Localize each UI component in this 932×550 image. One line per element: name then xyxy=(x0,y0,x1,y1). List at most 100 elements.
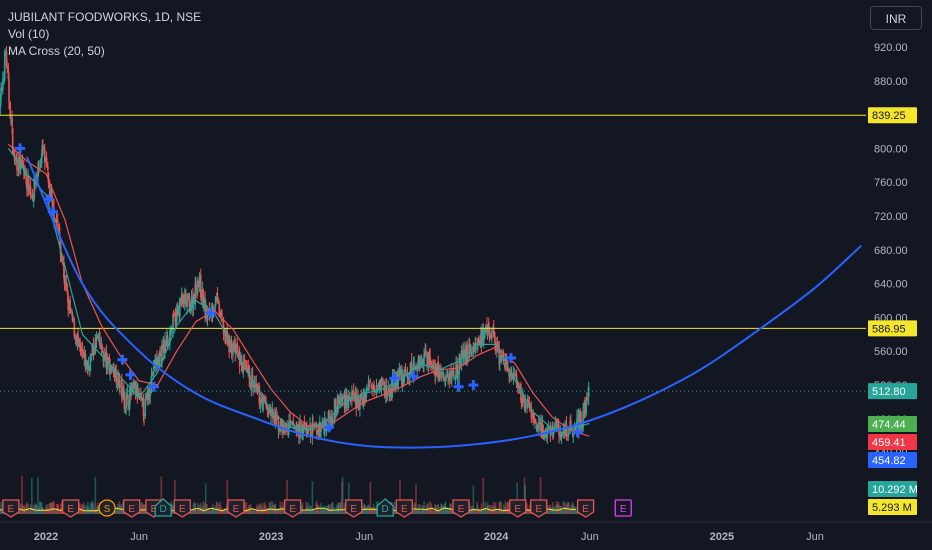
event-earnings-marker[interactable]: E xyxy=(227,499,245,518)
candle-body xyxy=(502,352,505,362)
event-upcoming-marker[interactable]: E xyxy=(614,499,632,517)
volume-bar xyxy=(330,504,332,514)
volume-bar xyxy=(445,508,448,514)
candle-body xyxy=(13,150,16,161)
volume-bar xyxy=(190,510,192,514)
candle-body xyxy=(564,425,567,435)
event-earnings-marker[interactable]: E xyxy=(62,499,80,518)
candle-body xyxy=(115,369,118,384)
candle-body xyxy=(440,372,443,375)
volume-bar xyxy=(91,501,94,514)
candle-body xyxy=(190,297,193,308)
volume-bar xyxy=(495,508,498,514)
volume-bar xyxy=(488,510,491,514)
candle-body xyxy=(444,382,446,384)
volume-bar xyxy=(367,505,369,514)
volume-bar xyxy=(557,501,560,514)
candle-body xyxy=(47,166,49,171)
event-earnings-marker[interactable]: E xyxy=(2,499,20,518)
volume-ma-value-label: 5.293 M xyxy=(868,499,917,515)
candle-body xyxy=(569,419,572,425)
event-earnings-marker[interactable]: E xyxy=(576,499,595,518)
volume-bar xyxy=(304,509,306,514)
event-earnings-marker[interactable]: E xyxy=(123,499,141,518)
symbol-title[interactable]: JUBILANT FOODWORKS, 1D, NSE xyxy=(8,10,202,24)
event-earnings-marker[interactable]: E xyxy=(530,499,548,518)
event-earnings-marker[interactable]: E xyxy=(284,499,302,518)
candle-body xyxy=(161,345,163,364)
candle-body xyxy=(151,373,153,376)
ma-cross-indicator-label[interactable]: MA Cross (20, 50) xyxy=(8,44,105,58)
volume-bar xyxy=(339,501,342,514)
volume-bar xyxy=(365,506,367,514)
event-earnings-marker[interactable]: E xyxy=(173,499,191,518)
candle-body xyxy=(214,307,216,312)
candle-body xyxy=(143,417,145,419)
candle-body xyxy=(232,345,234,356)
volume-bar xyxy=(53,509,56,514)
event-earnings-marker[interactable]: E xyxy=(509,499,527,518)
candle-body xyxy=(274,412,277,422)
candle-body xyxy=(146,392,149,400)
volume-bar xyxy=(216,502,219,514)
candle-body xyxy=(229,343,232,353)
volume-bar xyxy=(482,477,485,514)
candle-body xyxy=(416,367,419,370)
volume-bar xyxy=(94,476,97,514)
volume-bar xyxy=(115,510,118,514)
volume-bar xyxy=(40,502,43,514)
ma-value-label-text: 459.41 xyxy=(872,437,906,449)
hline-price-label-text: 839.25 xyxy=(872,110,906,122)
currency-selector[interactable]: INR xyxy=(870,6,922,30)
volume-bar xyxy=(484,508,487,514)
candle-body xyxy=(85,359,87,367)
volume-bar xyxy=(280,505,282,514)
volume-value-label: 10.292 M xyxy=(868,481,918,497)
volume-bar xyxy=(83,505,86,514)
volume-bar xyxy=(474,508,477,514)
cup-curve-drawing[interactable] xyxy=(25,156,862,449)
volume-bar xyxy=(309,509,312,514)
event-earnings-marker[interactable]: E xyxy=(395,499,413,518)
candle-body xyxy=(524,402,527,404)
volume-bar xyxy=(325,510,327,514)
volume-bar xyxy=(528,505,531,514)
event-earnings-marker[interactable]: E xyxy=(452,499,470,518)
event-dividend-marker[interactable]: D xyxy=(376,498,394,517)
candle-body xyxy=(60,246,62,262)
candle-body xyxy=(361,396,364,405)
volume-bar xyxy=(492,501,495,514)
volume-indicator-label[interactable]: Vol (10) xyxy=(8,27,50,41)
candle-body xyxy=(122,385,125,393)
candle-body xyxy=(507,367,509,372)
earnings-flag-icon xyxy=(284,499,302,518)
volume-bar xyxy=(431,507,433,514)
candle-body xyxy=(248,372,251,388)
volume-bar xyxy=(264,502,266,514)
candle-body xyxy=(290,422,292,425)
event-split-marker[interactable]: S xyxy=(98,499,116,517)
ma-cross-marker xyxy=(324,422,335,433)
volume-bar xyxy=(97,502,99,514)
candle-body xyxy=(63,262,65,279)
volume-bar xyxy=(279,501,282,514)
event-earnings-marker[interactable]: E xyxy=(345,499,363,518)
candle-body xyxy=(474,343,477,352)
event-dividend-marker[interactable]: D xyxy=(154,498,172,517)
volume-bar xyxy=(84,510,87,514)
ma-cross-marker xyxy=(453,381,464,392)
candle-body xyxy=(309,424,312,438)
volume-bar xyxy=(116,504,119,514)
candle-body xyxy=(368,382,371,384)
volume-bar xyxy=(258,503,261,514)
candle-body xyxy=(73,321,76,337)
volume-bar xyxy=(79,507,82,514)
chart-legend: JUBILANT FOODWORKS, 1D, NSE Vol (10) MA … xyxy=(8,9,201,60)
candle-body xyxy=(352,390,355,396)
candle-body xyxy=(414,366,417,368)
candle-body xyxy=(113,374,116,378)
candle-body xyxy=(83,352,86,358)
volume-bar xyxy=(539,476,542,514)
candle-body xyxy=(444,376,447,382)
